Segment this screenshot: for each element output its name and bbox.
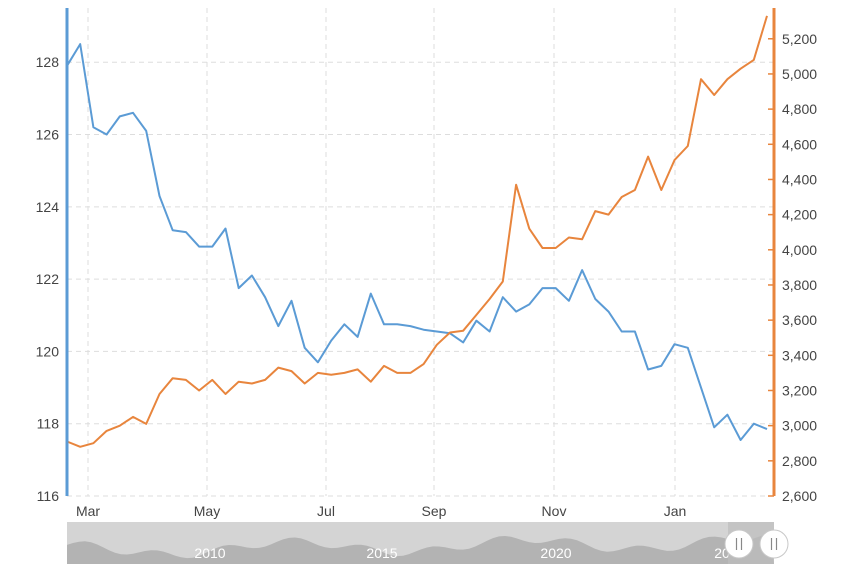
x-tick-label: Nov xyxy=(542,503,567,519)
right-axis-ticks: 2,600 2,800 3,000 3,200 3,400 3,600 3,800 4,000… xyxy=(768,31,817,504)
navigator-year-label: 2010 xyxy=(194,545,225,561)
right-tick-label: 5,000 xyxy=(782,66,817,82)
left-tick-label: 118 xyxy=(37,416,60,432)
right-series-line xyxy=(66,15,768,448)
right-tick-label: 4,200 xyxy=(782,207,817,223)
right-tick-label: 5,200 xyxy=(782,31,817,47)
x-tick-label: May xyxy=(194,503,220,519)
left-tick-label: 120 xyxy=(36,343,60,359)
left-axis-ticks: 116 118 120 122 124 126 128 xyxy=(36,54,60,504)
left-tick-label: 116 xyxy=(37,488,60,504)
chart-gridlines xyxy=(67,8,774,497)
right-tick-label: 4,400 xyxy=(782,171,817,187)
left-tick-label: 128 xyxy=(36,54,60,70)
navigator-left-handle[interactable] xyxy=(724,529,754,559)
left-tick-label: 124 xyxy=(36,199,60,215)
right-tick-label: 4,000 xyxy=(782,242,817,258)
right-tick-label: 3,400 xyxy=(782,347,817,363)
left-tick-label: 126 xyxy=(36,127,60,143)
axes xyxy=(65,8,776,496)
right-tick-label: 2,600 xyxy=(782,488,817,504)
navigator-year-label: 2015 xyxy=(366,545,397,561)
right-tick-label: 4,600 xyxy=(782,136,817,152)
left-tick-label: 122 xyxy=(36,271,60,287)
right-tick-label: 3,200 xyxy=(782,382,817,398)
series-layer xyxy=(66,15,768,448)
left-series-line xyxy=(66,43,768,441)
right-tick-label: 3,800 xyxy=(782,277,817,293)
x-tick-label: Jul xyxy=(317,503,335,519)
x-tick-label: Sep xyxy=(422,503,447,519)
navigator-right-handle[interactable] xyxy=(759,529,789,559)
range-navigator[interactable]: 2010 2015 2020 20 xyxy=(67,522,789,564)
navigator-area xyxy=(67,533,774,564)
right-tick-label: 3,000 xyxy=(782,418,817,434)
right-tick-label: 4,800 xyxy=(782,101,817,117)
x-tick-label: Jan xyxy=(664,503,687,519)
x-axis-ticks: Mar May Jul Sep Nov Jan xyxy=(76,503,686,519)
x-tick-label: Mar xyxy=(76,503,100,519)
navigator-year-label: 2020 xyxy=(540,545,571,561)
right-tick-label: 3,600 xyxy=(782,312,817,328)
right-tick-label: 2,800 xyxy=(782,453,817,469)
